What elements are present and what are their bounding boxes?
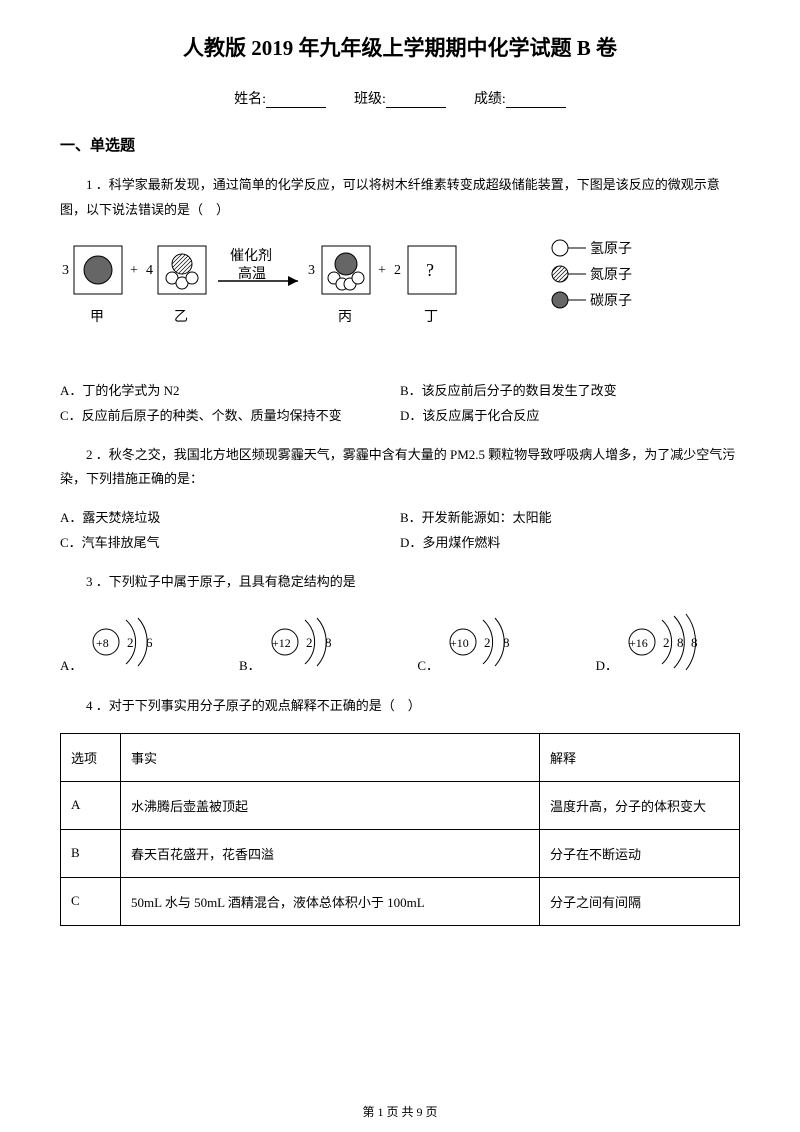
atom-b-icon: +12 2 8 — [263, 610, 363, 674]
page-footer: 第 1 页 共 9 页 — [0, 1103, 800, 1120]
svg-text:2: 2 — [484, 635, 491, 650]
q3-labC: C． — [417, 655, 439, 674]
svg-text:8: 8 — [691, 635, 698, 650]
q1-optB: B．该反应前后分子的数目发生了改变 — [400, 379, 740, 404]
question-mark: ? — [426, 260, 434, 280]
svg-text:+8: +8 — [96, 636, 109, 650]
page-title: 人教版 2019 年九年级上学期期中化学试题 B 卷 — [60, 32, 740, 62]
cell: 水沸腾后壶盖被顶起 — [121, 781, 540, 829]
coef-3b: 3 — [308, 263, 315, 278]
q1-reaction-diagram: 3 甲 + 4 乙 催化剂 高温 3 丙 + 2 — [60, 236, 740, 361]
q4-table: 选项 事实 解释 A 水沸腾后壶盖被顶起 温度升高，分子的体积变大 B 春天百花… — [60, 733, 740, 926]
svg-text:8: 8 — [503, 635, 510, 650]
svg-text:8: 8 — [677, 635, 684, 650]
q2-optC: C．汽车排放尾气 — [60, 531, 400, 556]
q2-optB: B．开发新能源如：太阳能 — [400, 506, 740, 531]
th-option: 选项 — [61, 733, 121, 781]
q2-text: 2 ．秋冬之交，我国北方地区频现雾霾天气，雾霾中含有大量的 PM2.5 颗粒物导… — [60, 443, 740, 492]
cell: 50mL 水与 50mL 酒精混合，液体总体积小于 100mL — [121, 877, 540, 925]
svg-text:6: 6 — [146, 635, 153, 650]
cell: B — [61, 829, 121, 877]
th-explain: 解释 — [540, 733, 740, 781]
coef-2: 2 — [394, 263, 401, 278]
svg-text:+12: +12 — [272, 636, 291, 650]
q1-text: 1 ．科学家最新发现，通过简单的化学反应，可以将树木纤维素转变成超级储能装置，下… — [60, 173, 740, 222]
name-label: 姓名: — [234, 92, 266, 107]
atom-a-icon: +8 2 6 — [84, 610, 184, 674]
svg-text:8: 8 — [325, 635, 332, 650]
label-yi: 乙 — [174, 309, 188, 325]
q1-options: A．丁的化学式为 N2 B．该反应前后分子的数目发生了改变 C．反应前后原子的种… — [60, 379, 740, 428]
q3-atom-diagrams: A． +8 2 6 B． +12 2 8 C． +10 2 8 — [60, 610, 740, 674]
q2-optA: A．露天焚烧垃圾 — [60, 506, 400, 531]
q3-labD: D． — [596, 655, 618, 674]
table-row: C 50mL 水与 50mL 酒精混合，液体总体积小于 100mL 分子之间有间… — [61, 877, 740, 925]
section-1-heading: 一、单选题 — [60, 134, 740, 155]
th-fact: 事实 — [121, 733, 540, 781]
table-row: 选项 事实 解释 — [61, 733, 740, 781]
arrow-bottom: 高温 — [238, 265, 266, 282]
class-label: 班级: — [354, 92, 386, 107]
q2-optD: D．多用煤作燃料 — [400, 531, 740, 556]
legend-n: 氮原子 — [590, 267, 632, 283]
svg-text:+: + — [378, 263, 386, 278]
score-label: 成绩: — [474, 92, 506, 107]
svg-text:+: + — [130, 263, 138, 278]
class-blank — [386, 94, 446, 108]
name-blank — [266, 94, 326, 108]
cell: A — [61, 781, 121, 829]
q4-text: 4 ．对于下列事实用分子原子的观点解释不正确的是（ ） — [60, 694, 740, 719]
svg-text:2: 2 — [127, 635, 134, 650]
cell: 温度升高，分子的体积变大 — [540, 781, 740, 829]
arrow-top: 催化剂 — [230, 248, 272, 264]
coef-3a: 3 — [62, 263, 69, 278]
cell: 春天百花盛开，花香四溢 — [121, 829, 540, 877]
score-blank — [506, 94, 566, 108]
q3-text: 3 ．下列粒子中属于原子，且具有稳定结构的是 — [60, 570, 740, 595]
q3-labA: A． — [60, 655, 82, 674]
q1-optC: C．反应前后原子的种类、个数、质量均保持不变 — [60, 404, 400, 429]
q2-options: A．露天焚烧垃圾 B．开发新能源如：太阳能 C．汽车排放尾气 D．多用煤作燃料 — [60, 506, 740, 555]
cell: C — [61, 877, 121, 925]
atom-c-icon: +10 2 8 — [441, 610, 541, 674]
atom-d-icon: +16 2 8 8 — [620, 610, 740, 674]
svg-text:+10: +10 — [450, 636, 469, 650]
cell: 分子之间有间隔 — [540, 877, 740, 925]
svg-text:2: 2 — [663, 635, 670, 650]
label-ding: 丁 — [424, 310, 438, 325]
cell: 分子在不断运动 — [540, 829, 740, 877]
svg-text:+16: +16 — [629, 636, 648, 650]
header-fields: 姓名: 班级: 成绩: — [60, 88, 740, 108]
label-bing: 丙 — [338, 310, 352, 325]
q1-optA: A．丁的化学式为 N2 — [60, 379, 400, 404]
table-row: B 春天百花盛开，花香四溢 分子在不断运动 — [61, 829, 740, 877]
coef-4: 4 — [146, 263, 153, 278]
svg-text:2: 2 — [306, 635, 313, 650]
table-row: A 水沸腾后壶盖被顶起 温度升高，分子的体积变大 — [61, 781, 740, 829]
q1-optD: D．该反应属于化合反应 — [400, 404, 740, 429]
label-jia: 甲 — [90, 310, 104, 325]
legend-h: 氢原子 — [590, 241, 632, 257]
legend-c: 碳原子 — [590, 293, 632, 309]
q3-labB: B． — [239, 655, 261, 674]
